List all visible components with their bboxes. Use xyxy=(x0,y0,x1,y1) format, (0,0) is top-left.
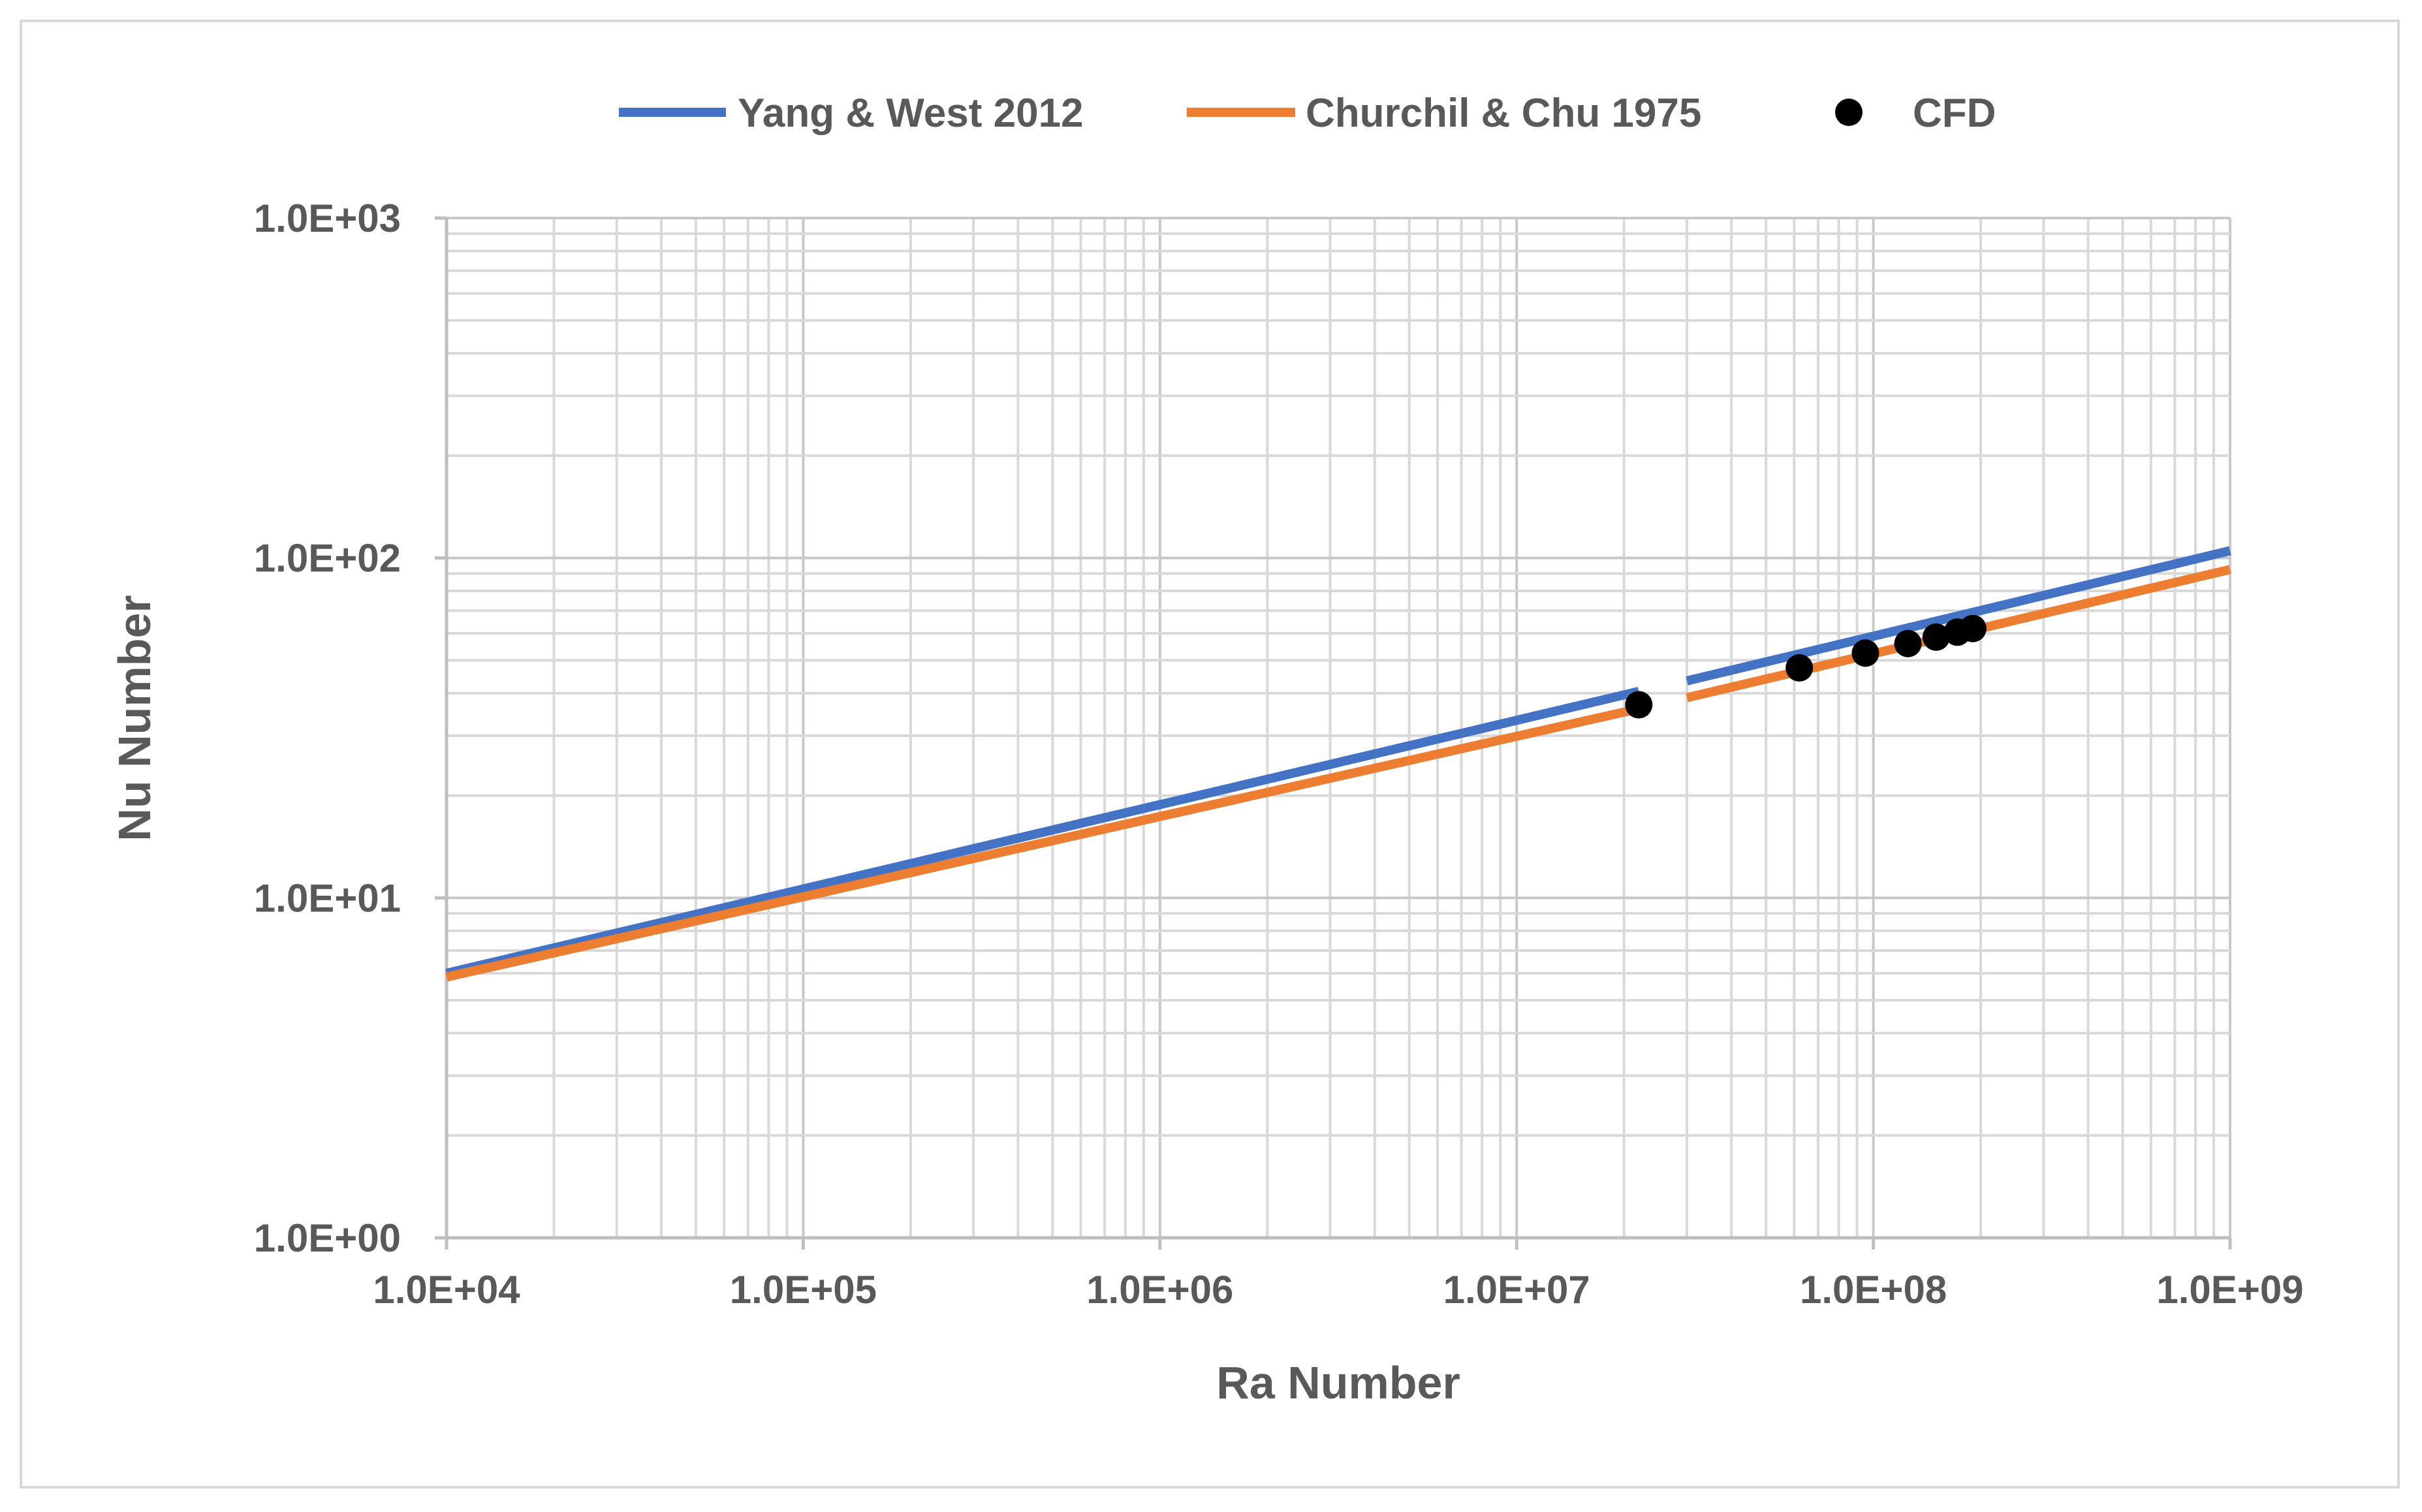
cfd-point xyxy=(1785,654,1814,682)
legend-label-cfd: CFD xyxy=(1913,91,1996,136)
x-tick-label: 1.0E+05 xyxy=(730,1268,877,1312)
plot-area xyxy=(445,546,2231,982)
axes xyxy=(435,216,2232,1250)
y-tick-label: 1.0E+03 xyxy=(254,197,401,240)
cfd-point xyxy=(1851,639,1879,667)
x-tick-label: 1.0E+06 xyxy=(1086,1268,1233,1312)
cfd-point xyxy=(1922,623,1950,651)
y-axis-title: Nu Number xyxy=(109,595,160,841)
y-tick-labels: 1.0E+00 1.0E+01 1.0E+02 1.0E+03 xyxy=(254,197,401,1260)
y-tick-label: 1.0E+01 xyxy=(254,876,401,920)
legend-label-churchil-chu: Churchil & Chu 1975 xyxy=(1306,91,1701,136)
x-tick-label: 1.0E+04 xyxy=(373,1268,520,1312)
cfd-point xyxy=(1958,614,1987,642)
x-tick-label: 1.0E+07 xyxy=(1443,1268,1590,1312)
y-tick-label: 1.0E+00 xyxy=(254,1216,401,1260)
x-axis-title: Ra Number xyxy=(1216,1357,1460,1408)
x-tick-label: 1.0E+08 xyxy=(1800,1268,1947,1312)
series-line-yang-west xyxy=(445,687,1640,978)
cfd-point xyxy=(1625,691,1653,719)
x-tick-label: 1.0E+09 xyxy=(2156,1268,2303,1312)
legend: Yang & West 2012 Churchil & Chu 1975 CFD xyxy=(619,91,1996,136)
series-line-yang-west xyxy=(1686,546,2231,685)
chart-frame xyxy=(20,20,2400,1488)
grid xyxy=(445,217,2231,1239)
x-tick-labels: 1.0E+04 1.0E+05 1.0E+06 1.0E+07 1.0E+08 1.0E+… xyxy=(373,1268,2303,1312)
y-tick-label: 1.0E+02 xyxy=(254,537,401,580)
legend-swatch-cfd xyxy=(1835,99,1863,126)
legend-label-yang-west: Yang & West 2012 xyxy=(738,91,1084,136)
series-line-churchil-chu xyxy=(445,704,1640,982)
cfd-point xyxy=(1894,629,1922,657)
